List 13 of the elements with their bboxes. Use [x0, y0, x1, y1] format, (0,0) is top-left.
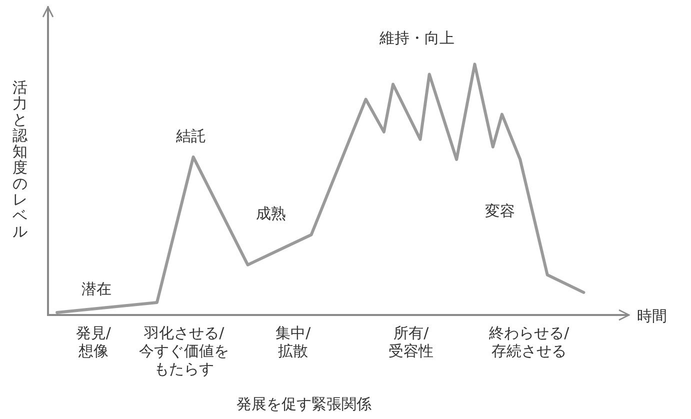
- annotation: 変容: [484, 202, 515, 220]
- annotation: 結託: [175, 126, 206, 145]
- x-tick-label: 発見/想像: [76, 324, 112, 360]
- x-tick-label: 終わらせる/存続させる: [488, 324, 570, 360]
- annotation: 潜在: [82, 280, 112, 298]
- x-tick-label: 所有/受容性: [388, 324, 434, 360]
- x-axis-title: 時間: [637, 306, 667, 325]
- text: 維持・向上: [378, 28, 454, 47]
- x-tick-label: 羽化させる/今すぐ価値をもたらす: [139, 324, 230, 378]
- text: 活力と認知度のレベル: [12, 78, 28, 240]
- x-tick-label: 集中/拡散: [276, 324, 312, 360]
- text: 発展を促す緊張関係: [236, 394, 372, 413]
- annotation: 成熟: [256, 204, 286, 223]
